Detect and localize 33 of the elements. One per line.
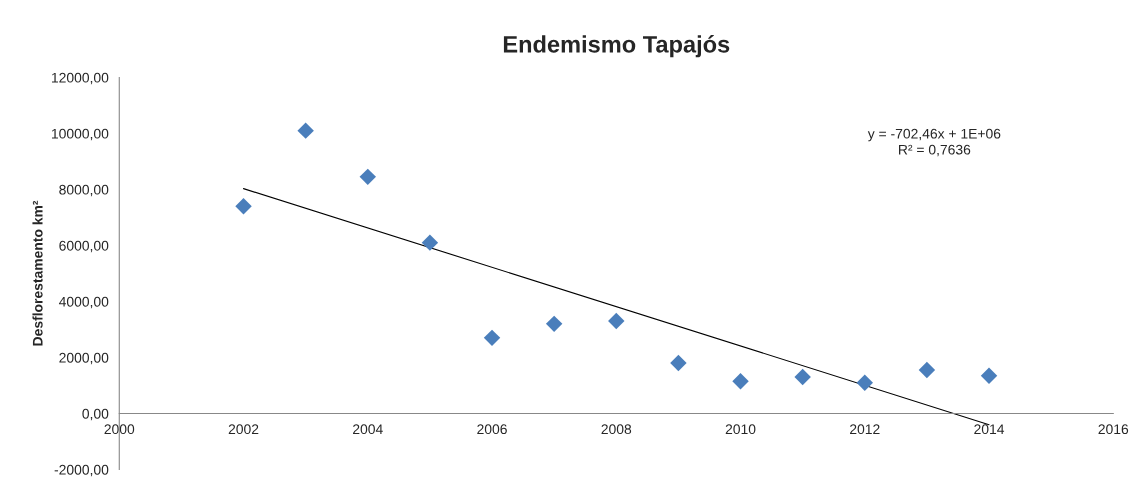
annotation: y = -702,46x + 1E+06 R² = 0,7636 [867, 128, 1001, 157]
x-tick-label: 2008 [601, 424, 632, 435]
point [545, 315, 563, 333]
point [235, 198, 252, 215]
point [918, 361, 936, 379]
point [670, 354, 687, 372]
point [359, 168, 376, 186]
x-tick-label: 2002 [228, 424, 259, 435]
y-tick-label: 0,00 [82, 408, 109, 421]
point [980, 367, 998, 384]
x-tick-label: 2004 [353, 424, 383, 435]
y-tick-label: 4000,00 [58, 296, 109, 309]
x-tick-label: 2012 [850, 424, 880, 435]
y-axis-title: Desflorestamento km² [32, 200, 43, 346]
point [421, 234, 439, 251]
y-tick-label: 6000,00 [59, 240, 109, 253]
x-tick-label: 2010 [725, 424, 756, 435]
x-tick-label: 2006 [477, 424, 507, 435]
y-tick-label: 12000,00 [52, 72, 109, 85]
y-tick-label: 8000,00 [59, 184, 109, 197]
y-tick-label: -2000,00 [54, 464, 109, 477]
x-tick-label: 2016 [1098, 424, 1129, 435]
point [732, 373, 749, 390]
y-tick-label: 10000,00 [52, 128, 109, 141]
y-tick-label: 2000,00 [59, 352, 109, 365]
point [608, 312, 625, 330]
chart-title: Endemismo Tapajós [503, 35, 730, 58]
point [483, 329, 501, 347]
x-tick-label: 2000 [104, 424, 135, 435]
point [794, 368, 811, 386]
point [297, 122, 314, 139]
point [856, 374, 873, 391]
x-tick-label: 2014 [974, 424, 1005, 435]
